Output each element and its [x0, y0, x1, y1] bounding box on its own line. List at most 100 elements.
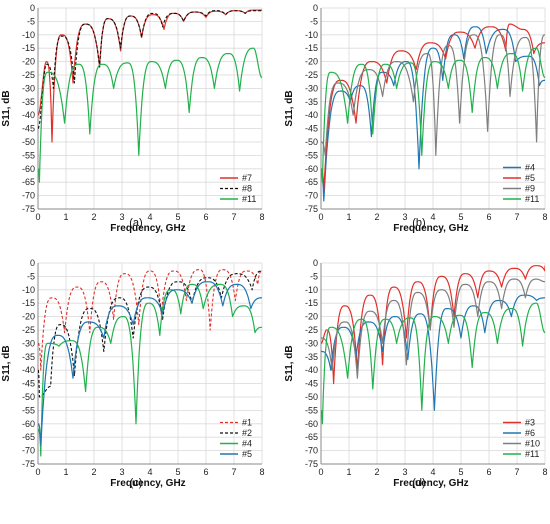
- legend-label: #3: [525, 418, 535, 428]
- x-tick-label: 5: [458, 212, 463, 222]
- chart-panel-2: 0 -5 -10 -15 -20 -25 -30 -35 -40 -45 -50 -55 -60 -65 -…: [284, 3, 548, 234]
- y-tick-label: -55: [305, 150, 318, 160]
- series-group: [38, 269, 262, 457]
- series-line-11: [38, 47, 262, 183]
- x-tick-label: 4: [430, 212, 435, 222]
- x-tick-label: 4: [430, 467, 435, 477]
- y-tick-label: -75: [22, 459, 35, 469]
- grid: [37, 7, 263, 210]
- y-tick-label: -70: [22, 191, 35, 201]
- y-axis-title: S11, dB: [1, 345, 12, 381]
- y-tick-label: -30: [22, 338, 35, 348]
- y-tick-label: -35: [22, 352, 35, 362]
- legend-label: #9: [525, 184, 535, 194]
- series-line-8: [38, 10, 262, 129]
- x-tick-label: 6: [486, 212, 491, 222]
- x-tick-label: 7: [231, 212, 236, 222]
- x-axis-title: Frequency, GHz: [110, 223, 185, 234]
- y-tick-label: -65: [305, 432, 318, 442]
- y-tick-label: -10: [305, 285, 318, 295]
- y-tick-label: -25: [305, 70, 318, 80]
- y-tick-label: -15: [305, 43, 318, 53]
- x-tick-label: 6: [203, 467, 208, 477]
- y-tick-label: -20: [305, 57, 318, 67]
- y-tick-label: -50: [22, 137, 35, 147]
- x-axis-title: Frequency, GHz: [393, 223, 468, 234]
- x-tick-label: 4: [147, 212, 152, 222]
- x-tick-label: 0: [35, 467, 40, 477]
- legend: #4#5#9#11: [503, 163, 539, 204]
- x-tick-label: 6: [486, 467, 491, 477]
- y-tick-label: -35: [305, 352, 318, 362]
- y-tick-label: -45: [22, 379, 35, 389]
- series-line-3: [321, 265, 545, 385]
- x-tick-label: 3: [119, 467, 124, 477]
- x-tick-label: 8: [542, 212, 547, 222]
- y-tick-label: -25: [22, 325, 35, 335]
- series-line-7: [38, 9, 262, 143]
- y-tick-label: 0: [30, 3, 35, 13]
- legend-label: #4: [242, 439, 252, 449]
- y-tick-label: -65: [22, 432, 35, 442]
- legend-label: #7: [242, 173, 252, 183]
- chart-panel-4: 0 -5 -10 -15 -20 -25 -30 -35 -40 -45 -50 -55 -60 -65 -…: [284, 258, 548, 489]
- x-axis-title: Frequency, GHz: [393, 478, 468, 489]
- y-tick-label: -50: [305, 137, 318, 147]
- y-tick-label: -60: [305, 419, 318, 429]
- grid: [320, 262, 546, 465]
- series-group: [321, 265, 545, 425]
- y-tick-label: -5: [27, 271, 35, 281]
- x-tick-label: 3: [402, 212, 407, 222]
- y-tick-label: -65: [22, 177, 35, 187]
- y-tick-label: -75: [305, 204, 318, 214]
- x-tick-label: 1: [63, 212, 68, 222]
- y-tick-label: -15: [305, 298, 318, 308]
- x-tick-label: 4: [147, 467, 152, 477]
- y-tick-label: -50: [22, 392, 35, 402]
- series-line-10: [321, 278, 545, 379]
- x-tick-label: 2: [374, 212, 379, 222]
- y-tick-label: -15: [22, 43, 35, 53]
- x-tick-label: 0: [35, 212, 40, 222]
- x-tick-label: 2: [91, 467, 96, 477]
- panel-caption: (d): [412, 477, 425, 489]
- series-line-9: [321, 34, 545, 156]
- x-tick-label: 5: [175, 212, 180, 222]
- y-tick-label: -65: [305, 177, 318, 187]
- grid: [320, 7, 546, 210]
- y-tick-label: -5: [27, 16, 35, 26]
- y-tick-label: -10: [22, 285, 35, 295]
- x-tick-label: 6: [203, 212, 208, 222]
- y-tick-label: -45: [305, 124, 318, 134]
- legend: #7#8#11: [220, 173, 256, 204]
- series-line-5: [38, 281, 262, 446]
- legend: #3#6#10#11: [503, 418, 540, 459]
- y-tick-label: -55: [22, 405, 35, 415]
- legend-label: #8: [242, 184, 252, 194]
- y-tick-label: -40: [305, 365, 318, 375]
- legend-label: #4: [525, 163, 535, 173]
- y-tick-label: -40: [22, 365, 35, 375]
- y-tick-label: -60: [305, 164, 318, 174]
- x-tick-label: 0: [318, 467, 323, 477]
- legend-label: #5: [242, 449, 252, 459]
- legend-label: #11: [525, 194, 539, 204]
- y-tick-label: -35: [22, 97, 35, 107]
- series-line-4: [38, 283, 262, 457]
- x-tick-label: 8: [259, 467, 264, 477]
- y-tick-label: -5: [310, 271, 318, 281]
- series-line-11: [321, 302, 545, 425]
- y-tick-label: -45: [305, 379, 318, 389]
- panel-caption: (a): [129, 217, 142, 229]
- y-tick-label: -25: [22, 70, 35, 80]
- y-tick-label: -70: [305, 191, 318, 201]
- series-line-11: [321, 47, 545, 183]
- y-tick-label: -10: [22, 30, 35, 40]
- legend-label: #5: [525, 173, 535, 183]
- y-tick-label: -75: [22, 204, 35, 214]
- y-tick-label: -40: [305, 110, 318, 120]
- x-tick-label: 2: [374, 467, 379, 477]
- y-tick-label: 0: [30, 258, 35, 268]
- x-tick-label: 0: [318, 212, 323, 222]
